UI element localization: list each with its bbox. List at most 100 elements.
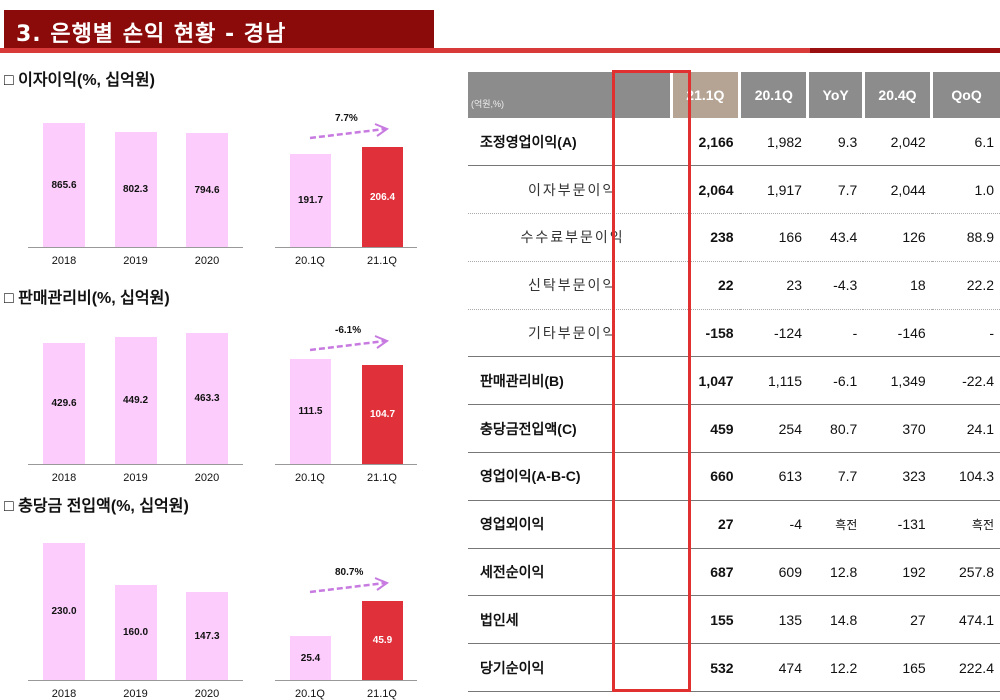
cell: 14.8: [807, 595, 864, 645]
cell: -146: [863, 309, 932, 358]
row-label: 법인세: [468, 595, 672, 645]
column-header: 21.1Q: [669, 72, 740, 118]
x-tick-label: 2020: [194, 688, 220, 700]
cell: 27: [671, 500, 740, 549]
cell: 1,917: [739, 165, 808, 215]
x-tick-label: 2018: [51, 688, 77, 700]
bar-2020: 794.6: [186, 133, 228, 247]
cell: 474.1: [931, 595, 1000, 645]
bar-2018: 429.6: [43, 342, 85, 464]
table-row: 신탁부문이익 22 23 -4.3 18 22.2: [468, 261, 1000, 310]
x-axis: [275, 247, 417, 248]
bar-2018: 865.6: [43, 123, 85, 247]
cell: 370: [863, 404, 932, 454]
row-label: 당기순이익: [468, 643, 672, 693]
cell: 126: [863, 213, 932, 262]
cell: 254: [739, 404, 808, 454]
cell: -: [931, 309, 1000, 358]
cell: 24.1: [931, 404, 1000, 454]
chart-title: □ 판매관리비(%, 십억원): [4, 290, 170, 307]
cell: 238: [671, 213, 740, 262]
trend-arrow-icon: [309, 335, 390, 352]
x-tick-label: 21.1Q: [367, 688, 397, 700]
cell: 23: [739, 261, 808, 310]
cell: 2,042: [863, 118, 932, 167]
cell: 12.2: [807, 643, 864, 693]
cell: 323: [863, 452, 932, 501]
column-header: 20.4Q: [861, 72, 932, 118]
cell: 166: [739, 213, 808, 262]
cell: 135: [739, 595, 808, 645]
x-tick-label: 2020: [194, 472, 220, 484]
cell: -: [807, 309, 864, 358]
cell: 155: [671, 595, 740, 645]
bar-20.1Q: 25.4: [290, 636, 331, 680]
row-label: 세전순이익: [468, 548, 672, 597]
x-tick-label: 2020: [194, 255, 220, 267]
bar-2020: 463.3: [186, 333, 228, 464]
table-row: 영업이익(A-B-C) 660 613 7.7 323 104.3: [468, 452, 1000, 501]
cell: -131: [863, 500, 932, 549]
row-label: 판매관리비(B): [468, 356, 672, 406]
row-label: 충당금전입액(C): [468, 404, 672, 454]
cell: -158: [671, 309, 740, 358]
bar-20.1Q: 111.5: [290, 359, 331, 464]
bar-21.1Q: 104.7: [362, 365, 403, 464]
table-row: 충당금전입액(C) 459 254 80.7 370 24.1: [468, 404, 1000, 454]
unit-label: (억원,%): [468, 72, 672, 118]
row-label: 조정영업이익(A): [468, 118, 672, 167]
column-header: 20.1Q: [738, 72, 808, 118]
x-tick-label: 21.1Q: [367, 255, 397, 267]
cell: 1.0: [931, 165, 1000, 215]
row-label: 신탁부문이익: [468, 261, 672, 310]
trend-arrow-icon: [309, 123, 390, 140]
cell: 9.3: [807, 118, 864, 167]
cell: 22.2: [931, 261, 1000, 310]
row-label: 이자부문이익: [468, 165, 672, 215]
cell: -124: [739, 309, 808, 358]
cell: 609: [739, 548, 808, 597]
x-tick-label: 2018: [51, 472, 77, 484]
cell: 18: [863, 261, 932, 310]
growth-label: 7.7%: [335, 113, 358, 124]
cell: 613: [739, 452, 808, 501]
cell: 흑전: [931, 500, 1000, 549]
growth-label: 80.7%: [335, 567, 364, 578]
growth-label: -6.1%: [335, 325, 362, 336]
cell: 532: [671, 643, 740, 693]
cell: 192: [863, 548, 932, 597]
table-row: 수수료부문이익 238 166 43.4 126 88.9: [468, 213, 1000, 262]
row-label: 영업이익(A-B-C): [468, 452, 672, 501]
table-row: 영업외이익 27 -4 흑전 -131 흑전: [468, 500, 1000, 549]
page-title: 3. 은행별 손익 현황 - 경남: [4, 10, 434, 48]
table-row: 기타부문이익 -158 -124- -146-: [468, 309, 1000, 358]
cell: 27: [863, 595, 932, 645]
bar-2019: 802.3: [114, 132, 157, 247]
table-row: 당기순이익 532 474 12.2 165 222.4: [468, 643, 1000, 693]
trend-arrow-icon: [309, 577, 390, 594]
bar-20.1Q: 191.7: [290, 154, 331, 247]
cell: 22: [671, 261, 740, 310]
table-row: 세전순이익 687 609 12.8 192 257.8: [468, 548, 1000, 597]
x-tick-label: 2019: [123, 255, 148, 267]
x-tick-label: 2019: [123, 472, 148, 484]
cell: -22.4: [931, 356, 1000, 406]
cell: -4.3: [807, 261, 864, 310]
title-divider: [0, 48, 1000, 53]
cell: 257.8: [931, 548, 1000, 597]
x-tick-label: 20.1Q: [295, 472, 325, 484]
cell: 474: [739, 643, 808, 693]
cell: 2,166: [671, 118, 740, 167]
x-tick-label: 2019: [123, 688, 148, 700]
cell: 43.4: [807, 213, 864, 262]
bar-2020: 147.3: [186, 592, 228, 680]
bar-2018: 230.0: [43, 543, 85, 680]
cell: 88.9: [931, 213, 1000, 262]
cell: 80.7: [807, 404, 864, 454]
cell: 1,982: [739, 118, 808, 167]
cell: 흑전: [807, 500, 864, 549]
cell: 104.3: [931, 452, 1000, 501]
bar-2019: 449.2: [114, 336, 157, 464]
cell: 660: [671, 452, 740, 501]
column-header: QoQ: [930, 72, 1000, 118]
